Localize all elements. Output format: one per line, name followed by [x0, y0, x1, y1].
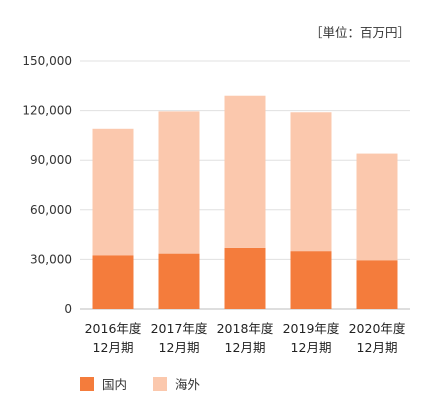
bar-segment-overseas: [290, 112, 332, 252]
bar-segment-domestic: [158, 253, 200, 309]
legend-item-domestic: 国内: [80, 374, 127, 393]
bar-segment-domestic: [290, 251, 332, 309]
bar-segment-overseas: [224, 95, 266, 248]
bar-segment-domestic: [356, 260, 398, 309]
bar-segment-overseas: [92, 128, 134, 256]
legend-label-domestic: 国内: [102, 377, 128, 392]
y-tick-label: 0: [64, 302, 72, 316]
x-category-label: 2017年度: [151, 321, 208, 336]
y-tick-label: 30,000: [30, 252, 72, 266]
x-category-label: 12月期: [225, 340, 266, 355]
bar-segment-overseas: [356, 153, 398, 261]
x-category-label: 12月期: [291, 340, 332, 355]
x-category-label: 2016年度: [85, 321, 142, 336]
bar-segment-domestic: [224, 247, 266, 309]
y-tick-label: 90,000: [30, 153, 72, 167]
legend: 国内 海外: [80, 374, 226, 393]
x-category-label: 2018年度: [217, 321, 274, 336]
y-tick-label: 120,000: [22, 104, 72, 118]
legend-item-overseas: 海外: [153, 374, 200, 393]
x-category-label: 12月期: [93, 340, 134, 355]
unit-label: ［単位：百万円］: [309, 25, 410, 40]
x-axis-categories: 2016年度 12月期 2017年度 12月期 2018年度 12月期 2019年度 12月期…: [85, 321, 406, 355]
y-tick-label: 150,000: [22, 54, 72, 68]
bars: [92, 95, 398, 309]
x-category-label: 2020年度: [349, 321, 406, 336]
x-category-label: 2019年度: [283, 321, 340, 336]
bar-segment-domestic: [92, 255, 134, 309]
y-tick-label: 60,000: [30, 203, 72, 217]
x-category-label: 12月期: [159, 340, 200, 355]
legend-swatch-overseas: [153, 376, 168, 391]
bar-segment-overseas: [158, 111, 200, 254]
legend-swatch-domestic: [80, 376, 94, 391]
x-category-label: 12月期: [357, 340, 398, 355]
legend-label-overseas: 海外: [175, 377, 201, 392]
y-axis-ticks: 0 30,000 60,000 90,000 120,000 150,000: [22, 54, 72, 316]
